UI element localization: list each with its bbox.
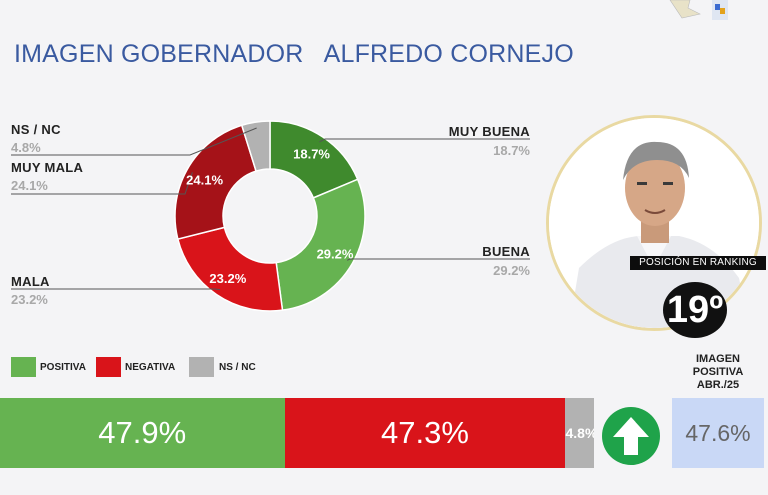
bar-segment-ns-nc xyxy=(565,398,594,468)
donut-label-mala: 23.2% xyxy=(209,271,246,286)
bar-segment-negativa xyxy=(284,398,566,468)
ranking-badge: 19º xyxy=(663,282,727,338)
governor-portrait xyxy=(546,115,762,331)
label-muy-buena: MUY BUENA xyxy=(448,124,530,139)
leader-line-ns_nc xyxy=(11,127,257,156)
donut-slice-buena xyxy=(275,178,366,312)
legend-label-positiva: POSITIVA xyxy=(40,362,86,373)
bar-label-negativa: 47.3% xyxy=(381,415,469,450)
up-arrow-icon xyxy=(613,417,649,455)
legend-label-ns-nc: NS / NC xyxy=(219,362,256,373)
label-buena: BUENA xyxy=(482,244,530,259)
legend-swatch-ns-nc xyxy=(189,357,214,377)
donut-slice-mala xyxy=(176,226,284,312)
page-title: IMAGEN GOBERNADOR ALFREDO CORNEJO xyxy=(14,40,574,68)
leader-line-mala xyxy=(11,288,221,291)
bar-label-ns-nc: 4.8% xyxy=(565,425,594,441)
donut-slice-ns_nc xyxy=(240,120,271,173)
donut-label-buena: 29.2% xyxy=(317,246,354,261)
bar-label-positiva: 47.9% xyxy=(98,415,187,450)
ranking-label: POSICIÓN EN RANKING xyxy=(630,256,766,270)
leader-line-muy_mala xyxy=(11,172,193,195)
label-muy-mala: MUY MALA xyxy=(11,160,84,175)
summary-title: IMAGEN POSITIVA ABR./25 xyxy=(692,353,744,391)
donut-label-muy_buena: 18.7% xyxy=(293,147,330,162)
donut-slice-muy_mala xyxy=(174,124,257,240)
legend-label-negativa: NEGATIVA xyxy=(125,362,176,373)
leader-line-buena xyxy=(346,258,530,261)
legend-swatch-negativa xyxy=(96,357,121,377)
label-mala: MALA xyxy=(11,274,50,289)
trend-up-badge xyxy=(602,407,660,465)
value-mala: 23.2% xyxy=(11,292,48,307)
legend-swatch-positiva xyxy=(11,357,36,377)
label-ns-nc: NS / NC xyxy=(11,122,61,137)
value-buena: 29.2% xyxy=(493,263,530,278)
donut-chart: 18.7% 29.2% 23.2% 24.1% xyxy=(11,120,530,312)
value-ns-nc: 4.8% xyxy=(11,140,41,155)
map-thumbnail-icon xyxy=(669,0,728,20)
leader-line-muy_buena xyxy=(319,138,530,143)
summary-value: 47.6% xyxy=(672,398,764,468)
value-muy-buena: 18.7% xyxy=(493,143,530,158)
donut-label-muy_mala: 24.1% xyxy=(186,172,223,187)
bar-segment-positiva xyxy=(0,398,285,468)
value-muy-mala: 24.1% xyxy=(11,178,48,193)
portrait-illustration xyxy=(549,118,759,328)
